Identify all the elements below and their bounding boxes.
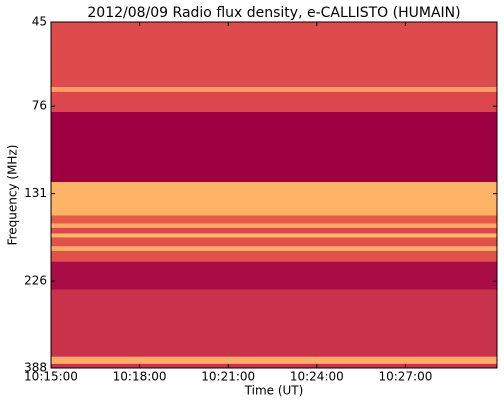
x-tick-label: 10:15:00: [24, 370, 78, 384]
x-tick-label: 10:18:00: [113, 370, 167, 384]
spectrum-band: [51, 22, 497, 88]
chart-title: 2012/08/09 Radio flux density, e-CALLIST…: [87, 5, 460, 21]
spectrum-band: [51, 237, 497, 247]
y-tick-label: 76: [32, 99, 47, 113]
x-axis-label: Time (UT): [244, 384, 304, 398]
x-tick-label: 10:27:00: [378, 370, 432, 384]
spectrum-band: [51, 289, 497, 357]
spectrum-band: [51, 182, 497, 216]
spectrum-band: [51, 227, 497, 234]
y-tick-label: 388: [24, 361, 47, 375]
spectrum-band: [51, 91, 497, 112]
spectrum-band: [51, 363, 497, 368]
spectrum-band: [51, 246, 497, 251]
spectrum-band: [51, 215, 497, 224]
spectrum-band: [51, 250, 497, 262]
plot-frame: [50, 21, 498, 369]
spectrum-band: [51, 261, 497, 290]
spectrum-band: [51, 356, 497, 364]
x-tick-label: 10:24:00: [290, 370, 344, 384]
y-axis-label: Frequency (MHz): [6, 145, 20, 246]
spectrum-band: [51, 87, 497, 92]
y-tick-label: 131: [24, 186, 47, 200]
x-tick-label: 10:21:00: [201, 370, 255, 384]
y-tick-label: 226: [24, 274, 47, 288]
y-tick-label: 45: [32, 15, 47, 29]
spectrum-band: [51, 223, 497, 228]
spectrum-band: [51, 111, 497, 183]
spectrum-band: [51, 233, 497, 238]
